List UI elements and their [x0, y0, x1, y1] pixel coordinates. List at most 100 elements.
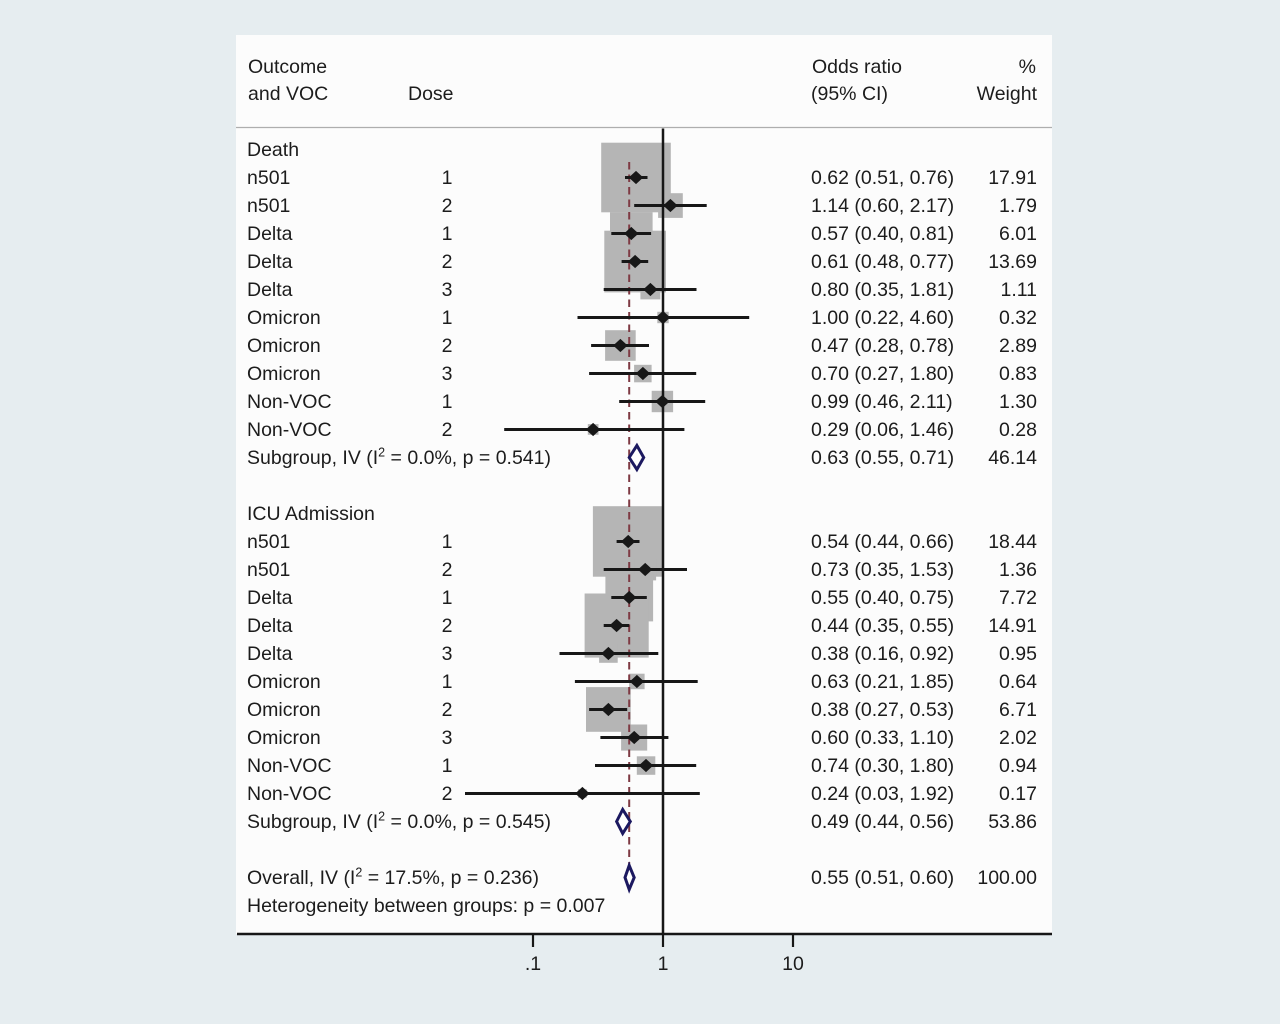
- svg-text:1.36: 1.36: [999, 559, 1037, 581]
- svg-text:0.64: 0.64: [999, 671, 1037, 693]
- svg-text:2.02: 2.02: [999, 727, 1037, 749]
- svg-text:n501: n501: [247, 559, 290, 581]
- svg-text:(95% CI): (95% CI): [811, 83, 888, 105]
- svg-text:2: 2: [442, 783, 453, 805]
- svg-text:0.74 (0.30, 1.80): 0.74 (0.30, 1.80): [811, 755, 954, 777]
- svg-text:n501: n501: [247, 531, 290, 553]
- svg-text:Omicron: Omicron: [247, 307, 321, 329]
- svg-text:1: 1: [442, 671, 453, 693]
- svg-text:0.38 (0.27, 0.53): 0.38 (0.27, 0.53): [811, 699, 954, 721]
- svg-text:and VOC: and VOC: [248, 83, 328, 105]
- svg-text:0.55 (0.51, 0.60): 0.55 (0.51, 0.60): [811, 867, 954, 889]
- svg-text:1.14 (0.60, 2.17): 1.14 (0.60, 2.17): [811, 195, 954, 217]
- svg-text:2: 2: [442, 559, 453, 581]
- svg-text:Subgroup, IV (I2 = 0.0%, p = 0: Subgroup, IV (I2 = 0.0%, p = 0.545): [247, 810, 551, 834]
- svg-text:Weight: Weight: [977, 83, 1038, 105]
- svg-text:Dose: Dose: [408, 83, 454, 105]
- svg-text:Outcome: Outcome: [248, 56, 327, 78]
- svg-text:Non-VOC: Non-VOC: [247, 391, 332, 413]
- svg-text:Omicron: Omicron: [247, 363, 321, 385]
- svg-text:0.28: 0.28: [999, 419, 1037, 441]
- svg-text:Omicron: Omicron: [247, 727, 321, 749]
- svg-text:Omicron: Omicron: [247, 335, 321, 357]
- svg-text:3: 3: [442, 643, 453, 665]
- svg-text:0.55 (0.40, 0.75): 0.55 (0.40, 0.75): [811, 587, 954, 609]
- svg-text:.1: .1: [525, 953, 541, 975]
- svg-text:Heterogeneity between groups:: Heterogeneity between groups: p = 0.007: [247, 895, 605, 917]
- svg-text:100.00: 100.00: [977, 867, 1037, 889]
- svg-text:1.30: 1.30: [999, 391, 1037, 413]
- svg-text:3: 3: [442, 363, 453, 385]
- svg-text:2: 2: [442, 419, 453, 441]
- svg-text:0.60 (0.33, 1.10): 0.60 (0.33, 1.10): [811, 727, 954, 749]
- svg-text:n501: n501: [247, 167, 290, 189]
- svg-text:0.62 (0.51, 0.76): 0.62 (0.51, 0.76): [811, 167, 954, 189]
- svg-text:0.54 (0.44, 0.66): 0.54 (0.44, 0.66): [811, 531, 954, 553]
- svg-text:0.95: 0.95: [999, 643, 1037, 665]
- svg-text:2: 2: [442, 251, 453, 273]
- svg-text:Omicron: Omicron: [247, 671, 321, 693]
- svg-text:1: 1: [442, 587, 453, 609]
- svg-text:18.44: 18.44: [988, 531, 1037, 553]
- svg-text:0.83: 0.83: [999, 363, 1037, 385]
- svg-text:Delta: Delta: [247, 643, 293, 665]
- svg-text:0.24 (0.03, 1.92): 0.24 (0.03, 1.92): [811, 783, 954, 805]
- svg-text:2: 2: [442, 615, 453, 637]
- svg-text:%: %: [1019, 56, 1036, 78]
- svg-text:2.89: 2.89: [999, 335, 1037, 357]
- svg-text:0.94: 0.94: [999, 755, 1037, 777]
- svg-text:Death: Death: [247, 139, 299, 161]
- svg-text:Delta: Delta: [247, 615, 293, 637]
- svg-text:0.17: 0.17: [999, 783, 1037, 805]
- svg-text:1: 1: [442, 307, 453, 329]
- svg-text:0.70 (0.27, 1.80): 0.70 (0.27, 1.80): [811, 363, 954, 385]
- svg-text:1: 1: [658, 953, 669, 975]
- svg-text:Non-VOC: Non-VOC: [247, 783, 332, 805]
- svg-text:Overall, IV (I2 = 17.5%, p = 0: Overall, IV (I2 = 17.5%, p = 0.236): [247, 866, 539, 890]
- svg-text:ICU Admission: ICU Admission: [247, 503, 375, 525]
- svg-text:2: 2: [442, 699, 453, 721]
- svg-text:0.57 (0.40, 0.81): 0.57 (0.40, 0.81): [811, 223, 954, 245]
- svg-text:0.44 (0.35, 0.55): 0.44 (0.35, 0.55): [811, 615, 954, 637]
- svg-text:1: 1: [442, 531, 453, 553]
- svg-text:0.47 (0.28, 0.78): 0.47 (0.28, 0.78): [811, 335, 954, 357]
- svg-text:1.11: 1.11: [1000, 279, 1037, 301]
- svg-text:0.80 (0.35, 1.81): 0.80 (0.35, 1.81): [811, 279, 954, 301]
- svg-text:10: 10: [782, 953, 804, 975]
- svg-text:17.91: 17.91: [988, 167, 1037, 189]
- svg-text:0.63 (0.21, 1.85): 0.63 (0.21, 1.85): [811, 671, 954, 693]
- svg-text:3: 3: [442, 727, 453, 749]
- svg-text:6.71: 6.71: [999, 699, 1037, 721]
- svg-text:7.72: 7.72: [999, 587, 1037, 609]
- svg-text:0.73 (0.35, 1.53): 0.73 (0.35, 1.53): [811, 559, 954, 581]
- svg-text:Delta: Delta: [247, 587, 293, 609]
- svg-text:0.29 (0.06, 1.46): 0.29 (0.06, 1.46): [811, 419, 954, 441]
- svg-text:Odds ratio: Odds ratio: [812, 56, 902, 78]
- svg-text:Omicron: Omicron: [247, 699, 321, 721]
- svg-text:3: 3: [442, 279, 453, 301]
- svg-text:Delta: Delta: [247, 279, 293, 301]
- svg-text:0.61 (0.48, 0.77): 0.61 (0.48, 0.77): [811, 251, 954, 273]
- svg-text:13.69: 13.69: [988, 251, 1037, 273]
- svg-text:Delta: Delta: [247, 251, 293, 273]
- svg-text:Delta: Delta: [247, 223, 293, 245]
- svg-text:53.86: 53.86: [988, 811, 1037, 833]
- svg-text:0.32: 0.32: [999, 307, 1037, 329]
- svg-text:1: 1: [442, 391, 453, 413]
- svg-text:n501: n501: [247, 195, 290, 217]
- svg-text:0.63 (0.55, 0.71): 0.63 (0.55, 0.71): [811, 447, 954, 469]
- svg-text:1: 1: [442, 755, 453, 777]
- svg-text:1: 1: [442, 223, 453, 245]
- svg-text:1: 1: [442, 167, 453, 189]
- svg-text:Subgroup, IV (I2 = 0.0%, p = 0: Subgroup, IV (I2 = 0.0%, p = 0.541): [247, 446, 551, 470]
- svg-text:Non-VOC: Non-VOC: [247, 755, 332, 777]
- svg-text:46.14: 46.14: [988, 447, 1037, 469]
- svg-text:6.01: 6.01: [999, 223, 1037, 245]
- svg-text:Non-VOC: Non-VOC: [247, 419, 332, 441]
- svg-text:2: 2: [442, 335, 453, 357]
- svg-text:1.00 (0.22, 4.60): 1.00 (0.22, 4.60): [811, 307, 954, 329]
- svg-text:2: 2: [442, 195, 453, 217]
- svg-text:0.99 (0.46, 2.11): 0.99 (0.46, 2.11): [811, 391, 953, 413]
- svg-text:0.49 (0.44, 0.56): 0.49 (0.44, 0.56): [811, 811, 954, 833]
- svg-text:1.79: 1.79: [999, 195, 1037, 217]
